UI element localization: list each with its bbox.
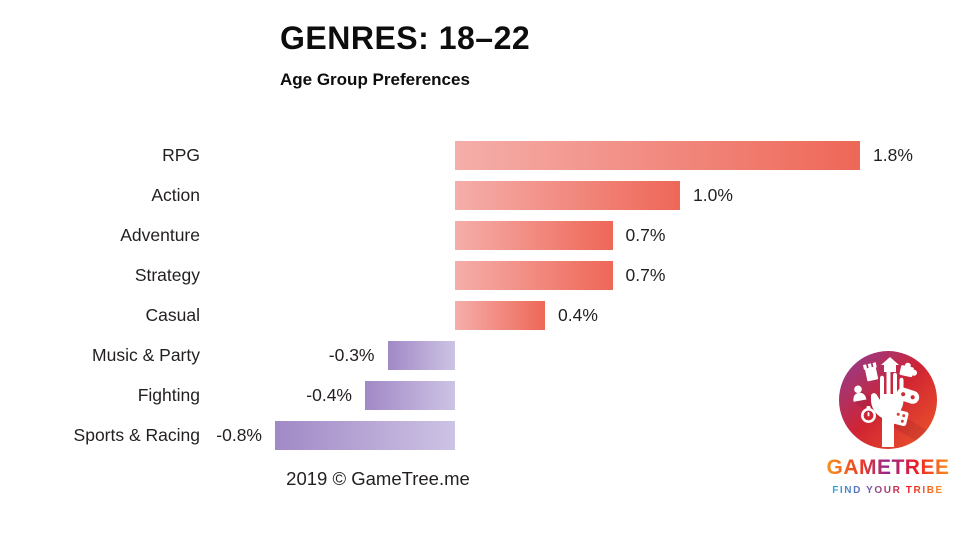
value-label-casual: 0.4% [558,305,598,325]
bar-action [455,181,680,210]
category-label-sports-racing: Sports & Racing [73,425,200,445]
value-label-music-party: -0.3% [328,345,375,365]
bar-strategy [455,261,613,290]
bar-music-party [387,341,455,370]
bar-rpg [455,141,860,170]
value-label-rpg: 1.8% [873,145,913,165]
value-label-action: 1.0% [693,185,733,205]
hand-icon [871,369,904,447]
gametree-logo: GAMETREE FIND YOUR TRIBE [820,350,956,498]
category-label-casual: Casual [145,305,200,325]
bar-adventure [455,221,613,250]
dice-icon [892,409,909,427]
logo-tagline-text: FIND YOUR TRIBE [832,485,944,496]
category-label-rpg: RPG [162,145,200,165]
house-icon [881,357,899,372]
stopwatch-icon [861,406,876,423]
page-subtitle: Age Group Preferences [280,70,470,89]
value-label-fighting: -0.4% [306,385,352,405]
category-label-music-party: Music & Party [92,345,200,365]
category-label-fighting: Fighting [137,385,200,405]
bar-casual [455,301,545,330]
logo-mark [839,351,937,449]
puzzle-icon [899,362,918,378]
castle-icon [863,362,879,382]
controller-icon [896,387,920,404]
category-label-adventure: Adventure [120,225,200,245]
meeple-icon [853,385,867,402]
bar-fighting [365,381,455,410]
value-label-sports-racing: -0.8% [216,425,262,445]
bar-chart: RPG 1.8% Action 1.0% Adventure 0.7% Strategy 0.… [0,135,980,457]
page-title: GENRES: 18–22 [280,20,531,56]
value-label-strategy: 0.7% [625,265,666,285]
value-label-adventure: 0.7% [625,225,666,245]
bar-sports-racing [275,421,455,450]
category-label-strategy: Strategy [134,265,200,285]
credit-text: 2019 © GameTree.me [286,468,470,489]
logo-brand-text: GAMETREE [826,456,950,479]
category-label-action: Action [151,185,200,205]
